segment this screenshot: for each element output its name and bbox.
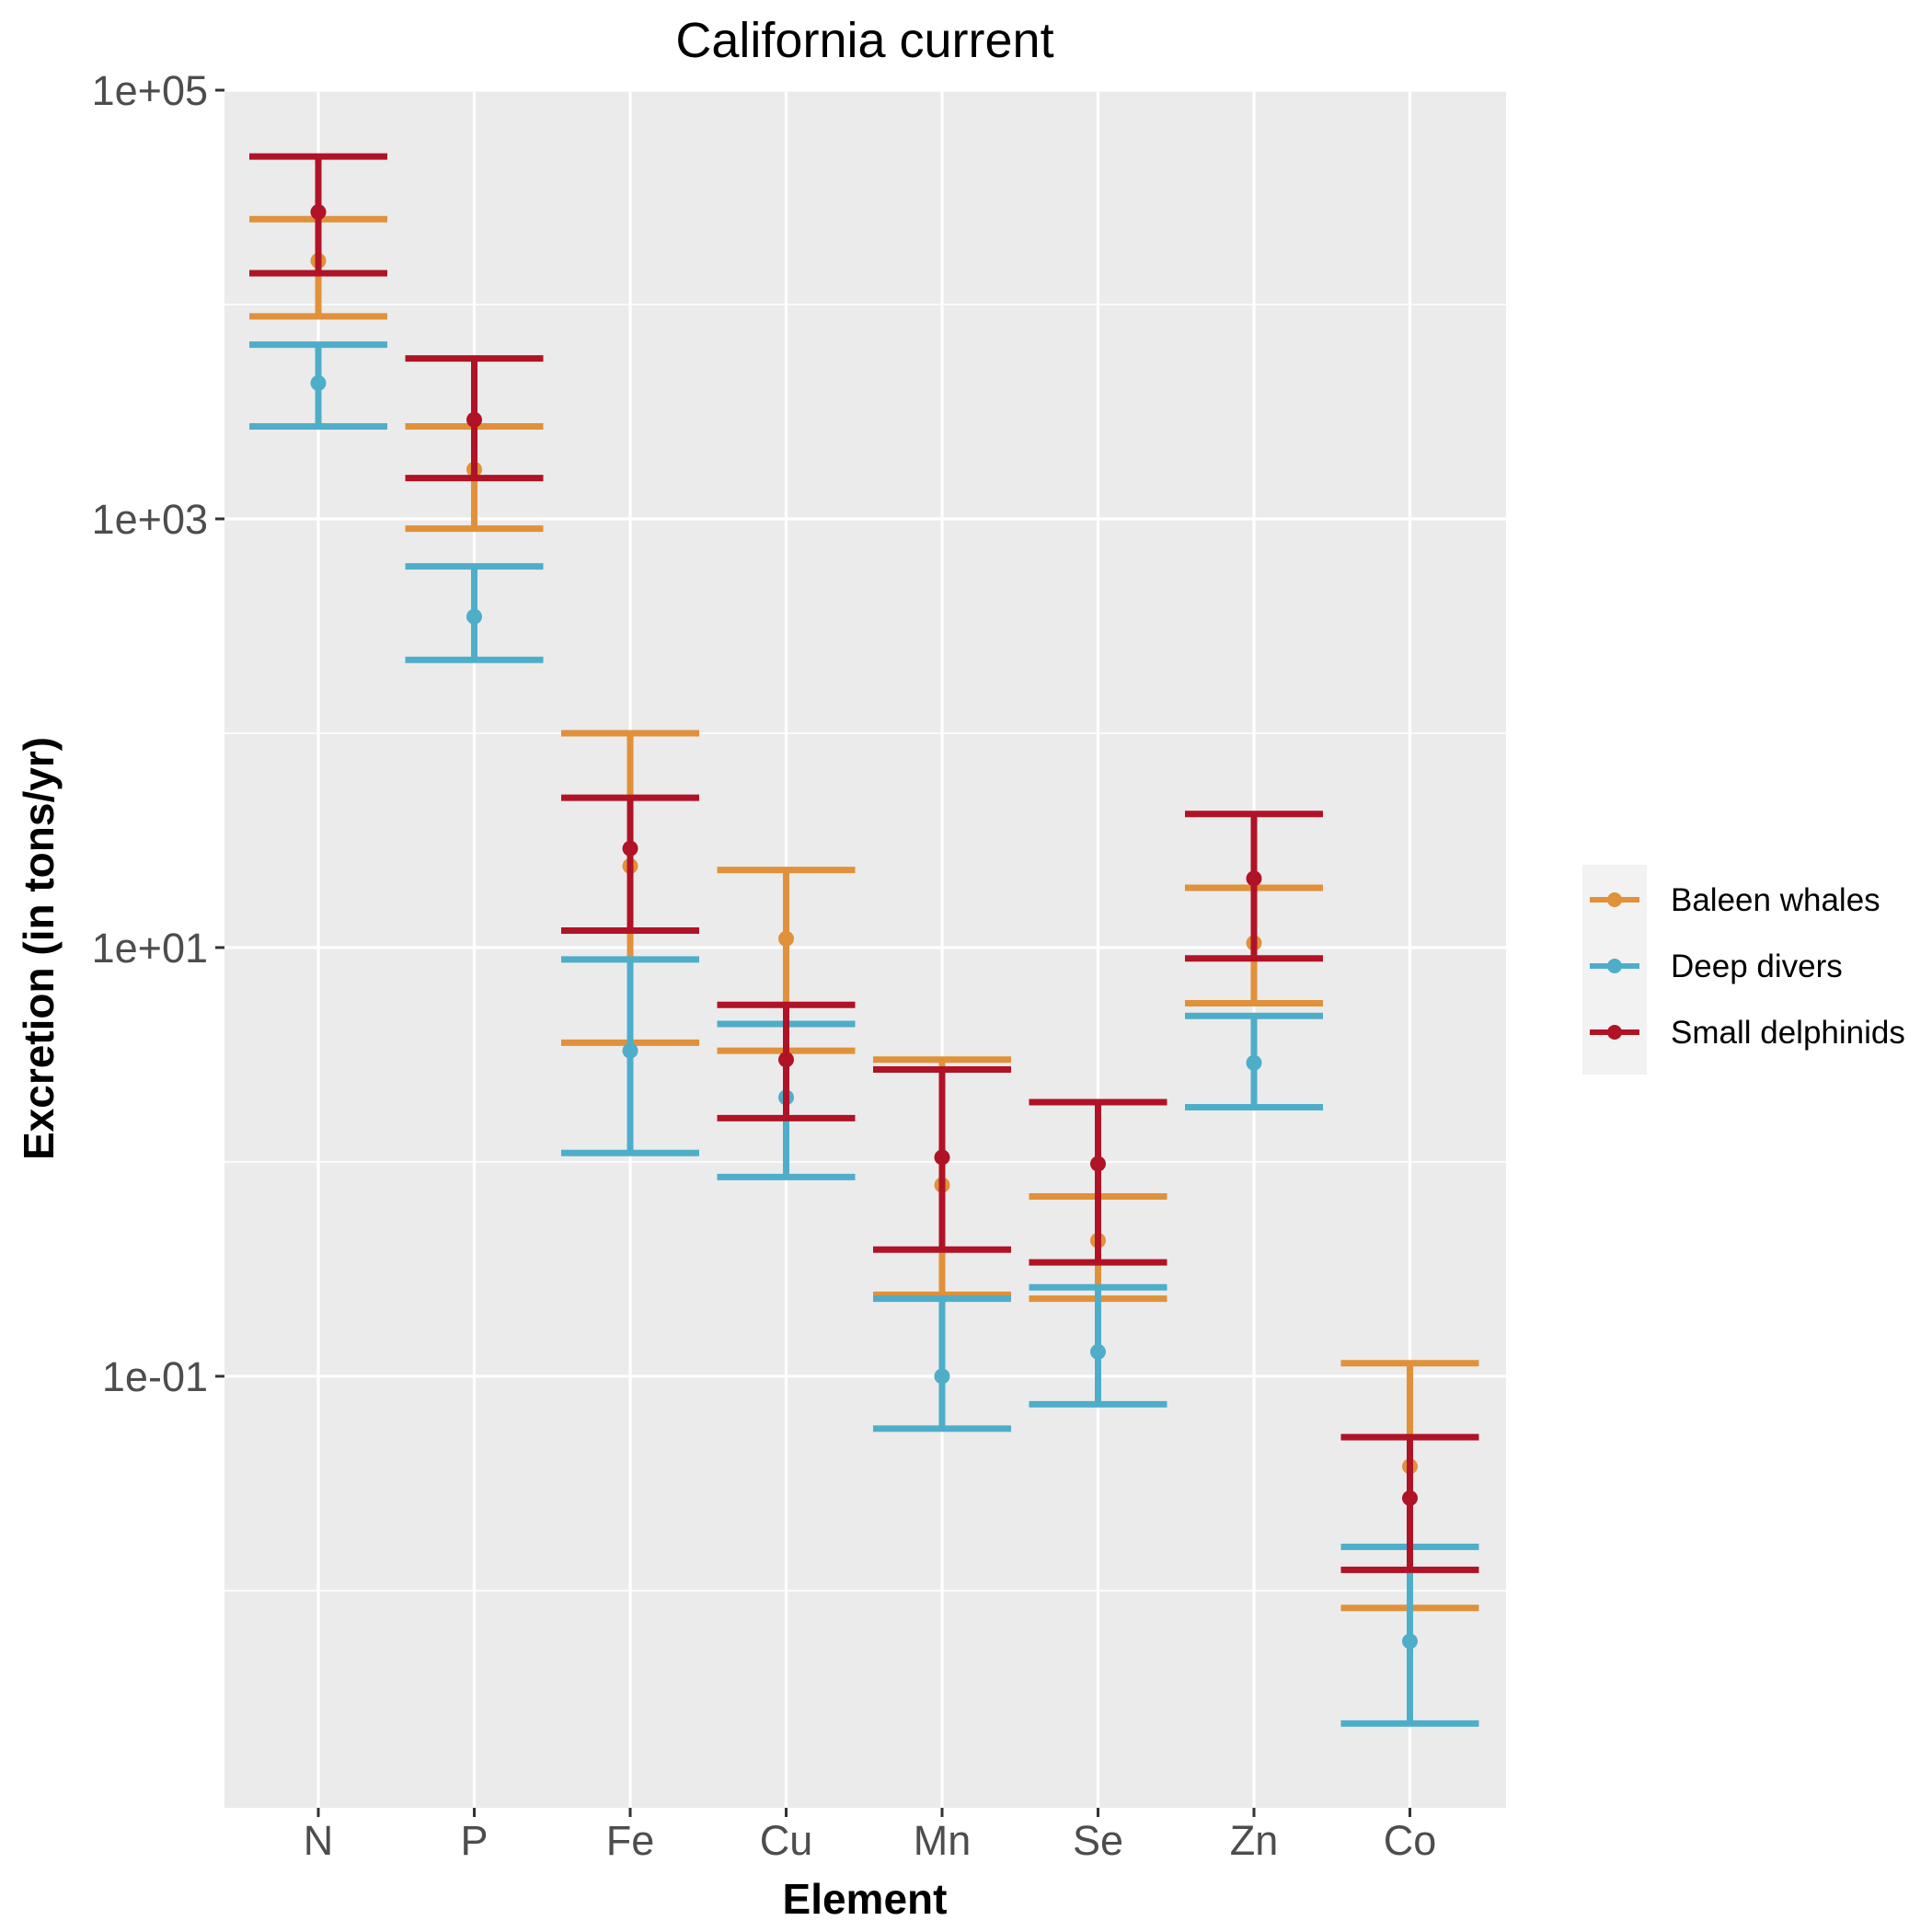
x-axis-title: Element [783,1875,948,1923]
legend-key-point [1607,1025,1622,1040]
data-point [1402,1489,1418,1506]
y-tick-label: 1e+05 [92,67,208,114]
y-tick-label: 1e-01 [102,1353,208,1400]
grid-minor [224,304,1506,1592]
x-tick-label: Fe [606,1817,655,1864]
data-point [1246,1054,1262,1071]
data-point [622,840,638,857]
x-tick-label: P [460,1817,488,1864]
y-tick-label: 1e+03 [92,496,208,543]
data-point [1090,1343,1106,1360]
legend: Baleen whales Deep divers Small delphinids [1582,865,1905,1075]
x-tick-label: Mn [914,1817,972,1864]
legend-item: Small delphinids [1590,1015,1905,1051]
data-point [466,411,482,428]
data-point [1090,1156,1106,1172]
data-point [778,930,794,947]
legend-label: Small delphinids [1671,1015,1905,1051]
data-point [310,203,327,220]
data-point [622,1042,638,1059]
data-marks [249,153,1479,1727]
y-axis: 1e+05 1e+03 1e+01 1e-01 [92,67,224,1400]
data-point [466,608,482,625]
x-tick-label: Co [1384,1817,1437,1864]
data-point [1402,1633,1418,1650]
data-point [934,1149,950,1166]
legend-label: Baleen whales [1671,882,1880,918]
x-tick-label: Zn [1230,1817,1279,1864]
x-axis: N P Fe Cu Mn Se Zn Co [304,1808,1437,1864]
legend-key-point [1607,892,1622,907]
legend-item: Deep divers [1590,949,1843,984]
x-tick-label: N [304,1817,334,1864]
x-tick-label: Se [1073,1817,1123,1864]
y-axis-title: Excretion (in tons/yr) [15,737,63,1160]
data-point [1246,870,1262,887]
series [249,341,1479,1727]
legend-label: Deep divers [1671,949,1843,984]
chart-title: California current [675,13,1053,68]
data-point [310,374,327,391]
y-tick-label: 1e+01 [92,925,208,972]
data-point [934,1368,950,1385]
data-point [778,1052,794,1068]
series [249,153,1479,1573]
x-tick-label: Cu [760,1817,813,1864]
legend-item: Baleen whales [1590,882,1880,918]
legend-key-point [1607,959,1622,973]
